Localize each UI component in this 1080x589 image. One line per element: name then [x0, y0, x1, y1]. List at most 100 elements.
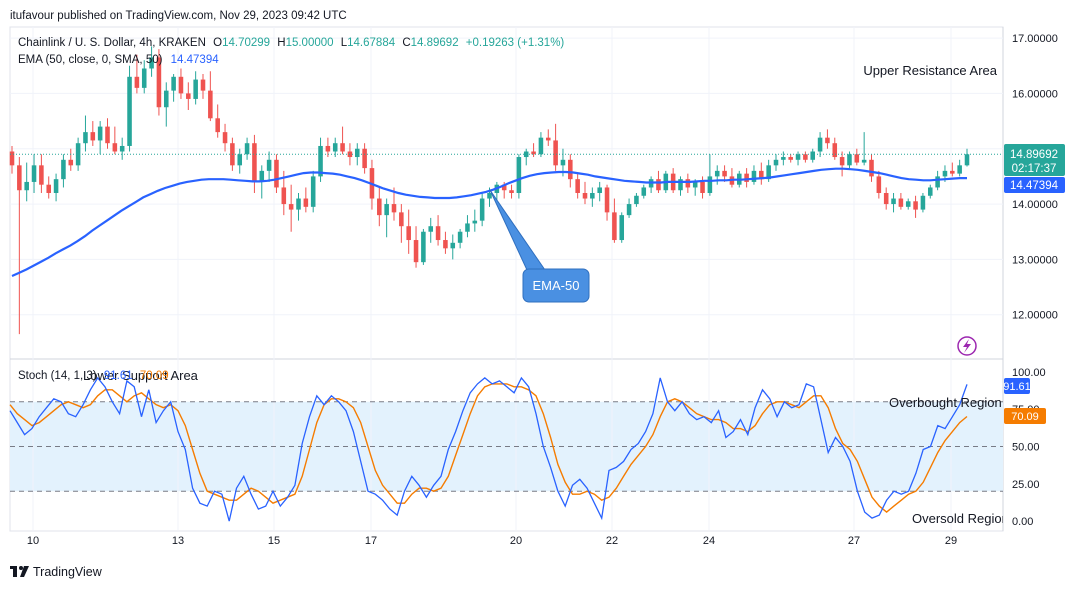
candle-body	[722, 170, 727, 177]
candle-body	[479, 198, 485, 221]
candle-body	[53, 179, 59, 193]
candle	[288, 184, 294, 232]
candle	[244, 137, 250, 160]
candle-body	[237, 154, 243, 166]
stoch-k-tag-value: 91.61	[1003, 381, 1031, 393]
candle	[428, 217, 434, 243]
candle-body	[421, 231, 426, 263]
candle	[722, 165, 727, 182]
candle-body	[244, 143, 250, 155]
candle	[920, 193, 926, 213]
candle	[773, 154, 779, 171]
candle	[200, 74, 206, 99]
candle	[208, 71, 213, 122]
candle	[847, 151, 852, 169]
candle-body	[413, 240, 419, 263]
candle-body	[171, 76, 176, 91]
candle	[700, 176, 705, 199]
candle-body	[487, 193, 492, 199]
stoch-legend[interactable]: Stoch (14, 1, 3) 91.61 70.09	[18, 370, 169, 382]
legend-close-value: 14.89692	[411, 37, 459, 49]
candle-body	[39, 165, 44, 185]
tradingview-logo-icon[interactable]	[10, 566, 29, 577]
stoch-k-tag-bg	[1004, 378, 1030, 394]
candle	[443, 231, 448, 254]
candle	[406, 209, 411, 254]
legend-high-label: H	[277, 37, 285, 49]
candle	[340, 126, 345, 155]
candle	[927, 184, 933, 199]
candle-body	[516, 157, 522, 193]
last-price-tag: 14.89692 02:17:37	[1004, 144, 1065, 176]
legend-symbol[interactable]: Chainlink / U. S. Dollar, 4h, KRAKEN	[18, 37, 206, 49]
stoch-tick-label: 50.00	[1012, 441, 1040, 453]
candle	[296, 193, 301, 221]
candle-body	[193, 79, 198, 99]
candle	[479, 193, 485, 227]
candle	[612, 198, 617, 243]
stoch-legend-label: Stoch (14, 1, 3)	[18, 370, 97, 382]
candle-body	[362, 148, 367, 169]
candle	[237, 148, 243, 174]
upper-resistance-label: Upper Resistance Area	[863, 63, 997, 78]
ema-tag-bg	[1004, 177, 1065, 193]
candle	[75, 137, 81, 171]
time-axis-labels: 10 13 15 17 20 22 24 27 29	[27, 535, 957, 547]
candle-body	[141, 68, 147, 88]
candle-body	[384, 204, 389, 216]
time-tick-label: 13	[172, 535, 184, 547]
candle	[817, 132, 823, 158]
candle-body	[406, 226, 411, 241]
candle-body	[17, 165, 22, 191]
candle	[795, 151, 801, 166]
candle	[413, 226, 419, 268]
candle	[332, 137, 338, 158]
stoch-d-line	[9, 383, 968, 514]
candle-body	[97, 126, 103, 141]
last-price-tag-value: 14.89692	[1010, 149, 1058, 161]
candle-body	[531, 151, 536, 155]
candle	[891, 193, 896, 213]
candle-body	[876, 176, 882, 193]
candle	[538, 132, 544, 158]
stoch-legend-k: 91.61	[104, 370, 133, 382]
candle-body	[898, 198, 904, 207]
callout-box	[522, 268, 590, 303]
ema-legend[interactable]: EMA (50, close, 0, SMA, 50) 14.47394	[18, 54, 219, 66]
candle-body	[935, 176, 940, 188]
candle	[193, 71, 198, 105]
candle	[24, 162, 29, 202]
footer-brand[interactable]: TradingView	[33, 565, 103, 579]
ema-legend-value: 14.47394	[171, 54, 220, 66]
candle-body	[296, 198, 301, 210]
candle	[39, 154, 44, 193]
candle	[377, 187, 382, 227]
candle	[61, 154, 66, 188]
candle	[465, 215, 470, 238]
candle-body	[905, 201, 911, 207]
candle	[751, 165, 757, 185]
candle-body	[281, 187, 287, 205]
candle	[670, 168, 676, 193]
candle-body	[700, 181, 705, 193]
lightning-icon[interactable]	[957, 336, 977, 356]
candle-body	[788, 157, 793, 160]
stoch-legend-d: 70.09	[140, 370, 169, 382]
candle-body	[83, 132, 88, 144]
candle-body	[105, 126, 110, 144]
candle	[876, 170, 882, 199]
candle	[178, 68, 184, 99]
candle-body	[590, 193, 595, 199]
legend-low-label: L	[341, 37, 348, 49]
candle-body	[634, 195, 639, 205]
candle-body	[825, 137, 830, 144]
candle-body	[340, 143, 345, 152]
candle	[318, 137, 323, 182]
candle	[421, 228, 426, 265]
candle	[215, 104, 220, 138]
candle-body	[612, 212, 617, 241]
candle-body	[354, 148, 360, 158]
candle	[119, 137, 125, 160]
candle	[854, 148, 860, 166]
